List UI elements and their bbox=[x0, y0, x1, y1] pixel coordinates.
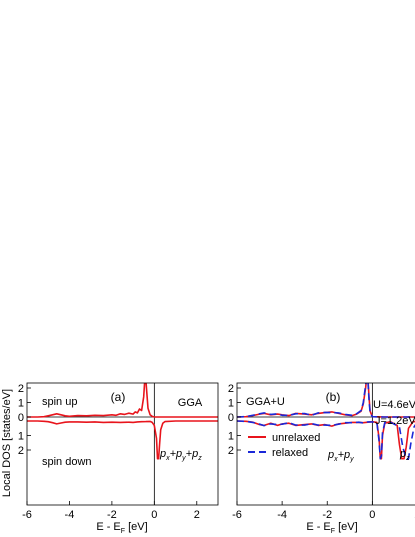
orbital-part: p bbox=[399, 448, 406, 460]
orbital-part: +p bbox=[170, 448, 183, 460]
panel-b-orbital-label-1: px+py bbox=[327, 449, 354, 463]
orbital-part: p bbox=[327, 449, 334, 461]
panel-a-x-tick-label: -6 bbox=[22, 509, 32, 521]
panel-a-x-tick-label: -2 bbox=[107, 509, 117, 521]
panel-a-y-tick-label: 1 bbox=[18, 398, 24, 410]
panel-a-x-tick-label: 0 bbox=[151, 509, 157, 521]
panel-b-y-tick-label: 1 bbox=[228, 398, 234, 410]
panel-a-ticks: -6 -4 -2 0 2 2 1 0 1 2 bbox=[18, 383, 200, 521]
panel-a-spin-up-label: spin up bbox=[42, 396, 77, 408]
panel-b-y-tick-label: 0 bbox=[228, 412, 234, 424]
orbital-subscript: z bbox=[405, 455, 410, 462]
panel-a-x-tick-label: -4 bbox=[65, 509, 75, 521]
panel-b-frame bbox=[236, 382, 415, 506]
panel-b-legend: unrelaxed relaxed bbox=[248, 432, 320, 459]
legend-label-relaxed: relaxed bbox=[272, 447, 308, 459]
xlabel-base: E - E bbox=[306, 521, 330, 533]
orbital-subscript: y bbox=[181, 455, 186, 462]
panel-a-plot-area bbox=[27, 383, 218, 505]
xlabel-subscript: F bbox=[121, 528, 125, 535]
panel-a-unrelaxed-up-line bbox=[27, 383, 218, 418]
panel-a-method-label: GGA bbox=[178, 397, 203, 409]
panel-b-series-group bbox=[237, 383, 415, 505]
panel-a-label: (a) bbox=[111, 390, 126, 404]
panel-b-method-label: GGA+U bbox=[246, 396, 285, 408]
panel-b-x-tick-label: -2 bbox=[322, 509, 332, 521]
panel-a-x-tick-label: 2 bbox=[194, 509, 200, 521]
panel-b-u-label: U=4.6eV bbox=[373, 399, 415, 411]
orbital-part: +p bbox=[338, 449, 351, 461]
panel-b-x-tick-label: -4 bbox=[277, 509, 287, 521]
panel-b-x-tick-label: -6 bbox=[232, 509, 242, 521]
panel-b-label: (b) bbox=[326, 390, 341, 404]
panel-a-y-tick-label: 2 bbox=[18, 383, 24, 395]
xlabel-unit: [eV] bbox=[125, 521, 148, 533]
xlabel-base: E - E bbox=[96, 521, 120, 533]
panel-a-spin-down-label: spin down bbox=[42, 456, 92, 468]
orbital-part: p bbox=[159, 448, 166, 460]
panel-a-series-group bbox=[27, 383, 218, 505]
panel-b-orbital-label-2: pz bbox=[399, 448, 410, 462]
panel-b-plot-area bbox=[237, 383, 415, 505]
xlabel-unit: [eV] bbox=[335, 521, 358, 533]
panel-b-x-axis-label: E - EF [eV] bbox=[306, 521, 357, 535]
orbital-subscript: x bbox=[333, 456, 338, 463]
panel-b-relaxed-down-line bbox=[237, 420, 415, 460]
panel-a-y-tick-label: 2 bbox=[18, 445, 24, 457]
panel-b-y-tick-label: 1 bbox=[228, 431, 234, 443]
orbital-part: +p bbox=[186, 448, 199, 460]
panel-b-y-tick-label: 2 bbox=[228, 445, 234, 457]
xlabel-subscript: F bbox=[331, 528, 335, 535]
panel-b-y-tick-label: 2 bbox=[228, 383, 234, 395]
panel-a-x-axis-label: E - EF [eV] bbox=[96, 521, 147, 535]
panel-a-frame bbox=[26, 382, 219, 506]
panel-a-y-tick-label: 0 bbox=[18, 412, 24, 424]
panel-b-relaxed-up-line bbox=[237, 383, 415, 418]
panel-b-j-label: J=1.2eV bbox=[375, 415, 415, 427]
legend-label-unrelaxed: unrelaxed bbox=[272, 432, 320, 444]
panel-a-unrelaxed-down-line bbox=[27, 420, 218, 460]
orbital-subscript: z bbox=[197, 455, 202, 462]
panel-a-y-tick-label: 1 bbox=[18, 431, 24, 443]
orbital-subscript: x bbox=[165, 455, 170, 462]
orbital-subscript: y bbox=[349, 456, 354, 463]
y-axis-label: Local DOS [states/eV] bbox=[1, 389, 13, 497]
panel-b-x-tick-label: 0 bbox=[369, 509, 375, 521]
panel-a-orbital-label: px+py+pz bbox=[159, 448, 202, 462]
